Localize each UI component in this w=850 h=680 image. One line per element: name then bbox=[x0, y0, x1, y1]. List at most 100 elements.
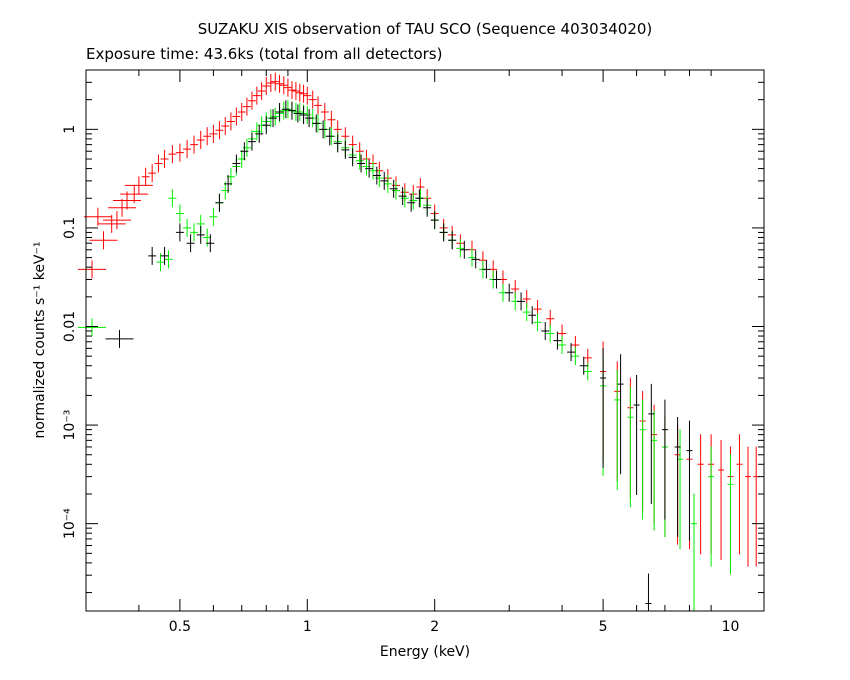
data-point bbox=[291, 81, 300, 100]
tick-labels-layer: 0.5 1 2 5 10 10⁻⁴ 10⁻³ 0.01 0.1 1 bbox=[62, 125, 739, 635]
data-point bbox=[247, 132, 256, 151]
x-tick-label: 5 bbox=[599, 619, 608, 635]
data-point bbox=[369, 161, 378, 180]
data-point bbox=[661, 399, 668, 520]
data-point bbox=[505, 283, 514, 302]
data-point bbox=[583, 362, 592, 381]
data-point bbox=[467, 248, 476, 267]
data-point bbox=[257, 81, 266, 100]
data-point bbox=[221, 117, 230, 136]
data-point bbox=[160, 246, 169, 265]
data-point bbox=[325, 127, 334, 146]
y-axis-label: normalized counts s⁻¹ keV⁻¹ bbox=[32, 241, 48, 438]
data-point bbox=[164, 250, 173, 269]
y-tick-label: 1 bbox=[62, 125, 78, 134]
data-point bbox=[209, 207, 218, 226]
data-point bbox=[691, 493, 698, 611]
data-point bbox=[448, 231, 457, 250]
data-point bbox=[255, 124, 264, 143]
data-point bbox=[287, 101, 296, 120]
data-point bbox=[674, 416, 681, 537]
data-point bbox=[407, 193, 416, 212]
data-point bbox=[327, 110, 336, 129]
data-point bbox=[124, 176, 153, 195]
data-point bbox=[299, 105, 308, 124]
y-tick-label: 10⁻³ bbox=[62, 410, 78, 441]
data-point bbox=[232, 107, 241, 126]
data-point bbox=[697, 434, 704, 555]
plot-frame bbox=[85, 69, 765, 612]
data-point bbox=[226, 112, 235, 131]
data-point bbox=[333, 134, 342, 153]
data-point bbox=[365, 159, 374, 178]
data-point bbox=[154, 154, 163, 173]
x-axis-label: Energy (keV) bbox=[380, 644, 470, 660]
data-point bbox=[651, 410, 658, 531]
data-point bbox=[237, 102, 246, 121]
data-point bbox=[108, 198, 137, 217]
data-point bbox=[553, 331, 562, 350]
y-tick-label: 0.01 bbox=[62, 311, 78, 342]
data-point bbox=[160, 150, 169, 169]
data-point bbox=[313, 96, 322, 115]
data-point bbox=[97, 214, 126, 233]
data-point bbox=[482, 260, 491, 279]
data-point bbox=[708, 446, 715, 567]
data-point bbox=[232, 154, 241, 173]
data-point bbox=[266, 74, 275, 93]
series-group bbox=[78, 72, 760, 567]
data-point bbox=[600, 348, 607, 469]
data-point bbox=[614, 369, 621, 490]
data-point bbox=[89, 231, 118, 250]
data-point bbox=[293, 104, 302, 123]
data-point bbox=[148, 246, 157, 265]
data-point bbox=[269, 109, 278, 128]
data-point bbox=[409, 191, 418, 210]
y-tick-label: 10⁻⁴ bbox=[62, 508, 78, 539]
data-point bbox=[156, 253, 165, 272]
x-tick-label: 2 bbox=[430, 619, 439, 635]
data-point bbox=[287, 81, 296, 100]
x-tick-label: 1 bbox=[303, 619, 312, 635]
data-point bbox=[471, 250, 480, 269]
data-point bbox=[295, 102, 304, 121]
data-point bbox=[639, 399, 646, 520]
chart-title: SUZAKU XIS observation of TAU SCO (Seque… bbox=[197, 20, 653, 38]
data-point bbox=[567, 343, 576, 362]
data-point bbox=[215, 193, 224, 212]
data-point bbox=[617, 354, 624, 475]
data-point bbox=[209, 124, 218, 143]
data-point bbox=[203, 127, 212, 146]
data-point bbox=[78, 260, 107, 279]
data-point bbox=[271, 72, 280, 91]
data-point bbox=[224, 174, 233, 193]
data-point bbox=[686, 420, 693, 541]
data-point bbox=[372, 166, 381, 185]
data-point bbox=[247, 91, 256, 110]
data-point bbox=[279, 76, 288, 95]
data-point bbox=[168, 189, 177, 208]
data-point bbox=[546, 324, 555, 343]
data-point bbox=[305, 109, 314, 128]
data-point bbox=[341, 140, 350, 159]
data-point bbox=[215, 121, 224, 140]
data-point bbox=[186, 234, 195, 253]
data-point bbox=[175, 204, 184, 223]
data-point bbox=[645, 573, 652, 611]
data-point bbox=[745, 446, 752, 567]
data-point bbox=[190, 223, 199, 242]
data-point bbox=[355, 151, 364, 170]
data-point bbox=[183, 140, 192, 159]
data-point bbox=[275, 102, 284, 121]
data-point bbox=[312, 114, 321, 133]
data-point bbox=[383, 174, 392, 193]
x-tick-label: 10 bbox=[722, 619, 740, 635]
data-point bbox=[517, 292, 526, 311]
data-point bbox=[389, 179, 398, 198]
data-point bbox=[252, 86, 261, 105]
series-group bbox=[78, 100, 734, 611]
series-group bbox=[105, 100, 693, 611]
data-point bbox=[541, 322, 550, 341]
data-point bbox=[571, 347, 580, 366]
data-point bbox=[627, 387, 634, 508]
